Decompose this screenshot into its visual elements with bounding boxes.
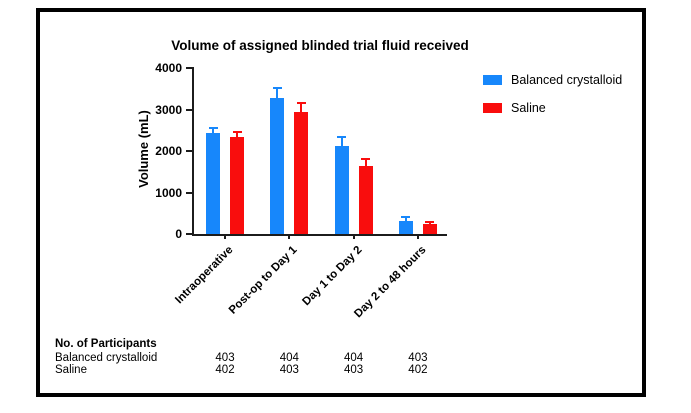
- y-tick-label: 4000: [155, 61, 182, 75]
- participants-row-label-balanced-crystalloid: Balanced crystalloid: [55, 352, 158, 364]
- plot-area: 0 1000 2000 3000 4000 Intraoperative Post-op t…: [155, 61, 447, 320]
- legend: Balanced crystalloid Saline: [483, 73, 622, 115]
- bar-balanced-crystalloid: [206, 133, 220, 234]
- error-cap-balanced-crystalloid: [401, 216, 411, 219]
- participants-value-saline: 402: [215, 364, 235, 376]
- y-tick-label: 2000: [155, 144, 182, 158]
- legend-item-balanced-crystalloid: Balanced crystalloid: [483, 73, 622, 87]
- x-axis: [192, 234, 447, 236]
- error-line-saline: [236, 131, 238, 140]
- error-cap-balanced-crystalloid: [272, 87, 282, 90]
- x-tick: [224, 234, 226, 239]
- participants-value-saline: 403: [279, 364, 299, 376]
- participants-table-header: No. of Participants: [55, 338, 157, 350]
- error-cap-saline: [361, 157, 371, 160]
- bar-balanced-crystalloid: [398, 221, 413, 234]
- error-cap-saline: [425, 220, 435, 223]
- legend-item-saline: Saline: [483, 101, 622, 115]
- error-line-saline: [364, 158, 367, 168]
- figure-card: Volume of assigned blinded trial fluid r…: [36, 8, 646, 397]
- x-tick-label-post-op-to-day-1: Post-op to Day 1: [227, 244, 300, 317]
- error-line-balanced-crystalloid: [340, 137, 343, 149]
- legend-label-saline: Saline: [511, 101, 546, 115]
- error-line-saline: [428, 221, 431, 227]
- participants-value-saline: 402: [408, 364, 428, 376]
- participants-value-balanced-crystalloid: 403: [408, 352, 428, 364]
- y-tick: [186, 150, 193, 152]
- error-cap-saline: [296, 102, 306, 105]
- y-tick: [186, 233, 193, 235]
- x-tick: [288, 234, 291, 239]
- participants-value-balanced-crystalloid: 403: [215, 352, 235, 364]
- participants-value-saline: 403: [344, 364, 364, 376]
- error-line-saline: [300, 103, 303, 115]
- y-tick: [186, 108, 193, 111]
- error-cap-balanced-crystalloid: [337, 136, 347, 139]
- y-tick-label: 0: [175, 227, 182, 241]
- y-tick: [186, 191, 193, 194]
- chart-title: Volume of assigned blinded trial fluid r…: [171, 38, 469, 53]
- participants-value-balanced-crystalloid: 404: [279, 352, 299, 364]
- bar-saline: [294, 112, 309, 234]
- error-line-balanced-crystalloid: [212, 128, 214, 136]
- legend-label-balanced-crystalloid: Balanced crystalloid: [511, 73, 623, 87]
- y-tick-label: 1000: [155, 185, 182, 200]
- error-line-balanced-crystalloid: [276, 88, 279, 100]
- participants-values: 403 404 404 403 402 403 403 402: [40, 352, 650, 378]
- balanced-crystalloid-swatch: [483, 75, 502, 85]
- participants-row-label-saline: Saline: [55, 364, 87, 376]
- x-tick: [352, 234, 355, 239]
- saline-swatch: [483, 103, 502, 113]
- bar-saline: [422, 224, 437, 234]
- y-tick-label: 3000: [155, 102, 182, 117]
- participants-value-balanced-crystalloid: 404: [344, 352, 364, 364]
- error-cap-balanced-crystalloid: [208, 127, 218, 130]
- x-tick: [416, 234, 419, 239]
- bar-balanced-crystalloid: [270, 97, 285, 234]
- x-tick-label-day-2-to-48-hours: Day 2 to 48 hours: [352, 244, 429, 321]
- bar-saline: [358, 165, 373, 234]
- bar-balanced-crystalloid: [334, 146, 349, 234]
- error-cap-saline: [232, 130, 242, 133]
- error-line-balanced-crystalloid: [404, 217, 407, 224]
- y-axis: [192, 67, 194, 236]
- y-tick: [186, 67, 193, 69]
- bar-saline: [230, 137, 244, 234]
- x-tick-label-day-1-to-day-2: Day 1 to Day 2: [299, 244, 365, 309]
